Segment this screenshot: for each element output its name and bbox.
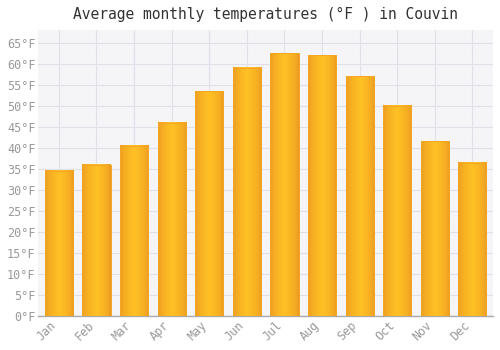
Bar [420,141,449,316]
Bar [45,171,73,316]
Bar [458,162,486,316]
Bar [383,106,412,316]
Bar [82,164,110,316]
Bar [346,76,374,316]
Bar [232,68,261,316]
Bar [158,122,186,316]
Bar [195,91,224,316]
Bar [270,53,298,316]
Bar [120,146,148,316]
Bar [308,55,336,316]
Title: Average monthly temperatures (°F ) in Couvin: Average monthly temperatures (°F ) in Co… [73,7,458,22]
